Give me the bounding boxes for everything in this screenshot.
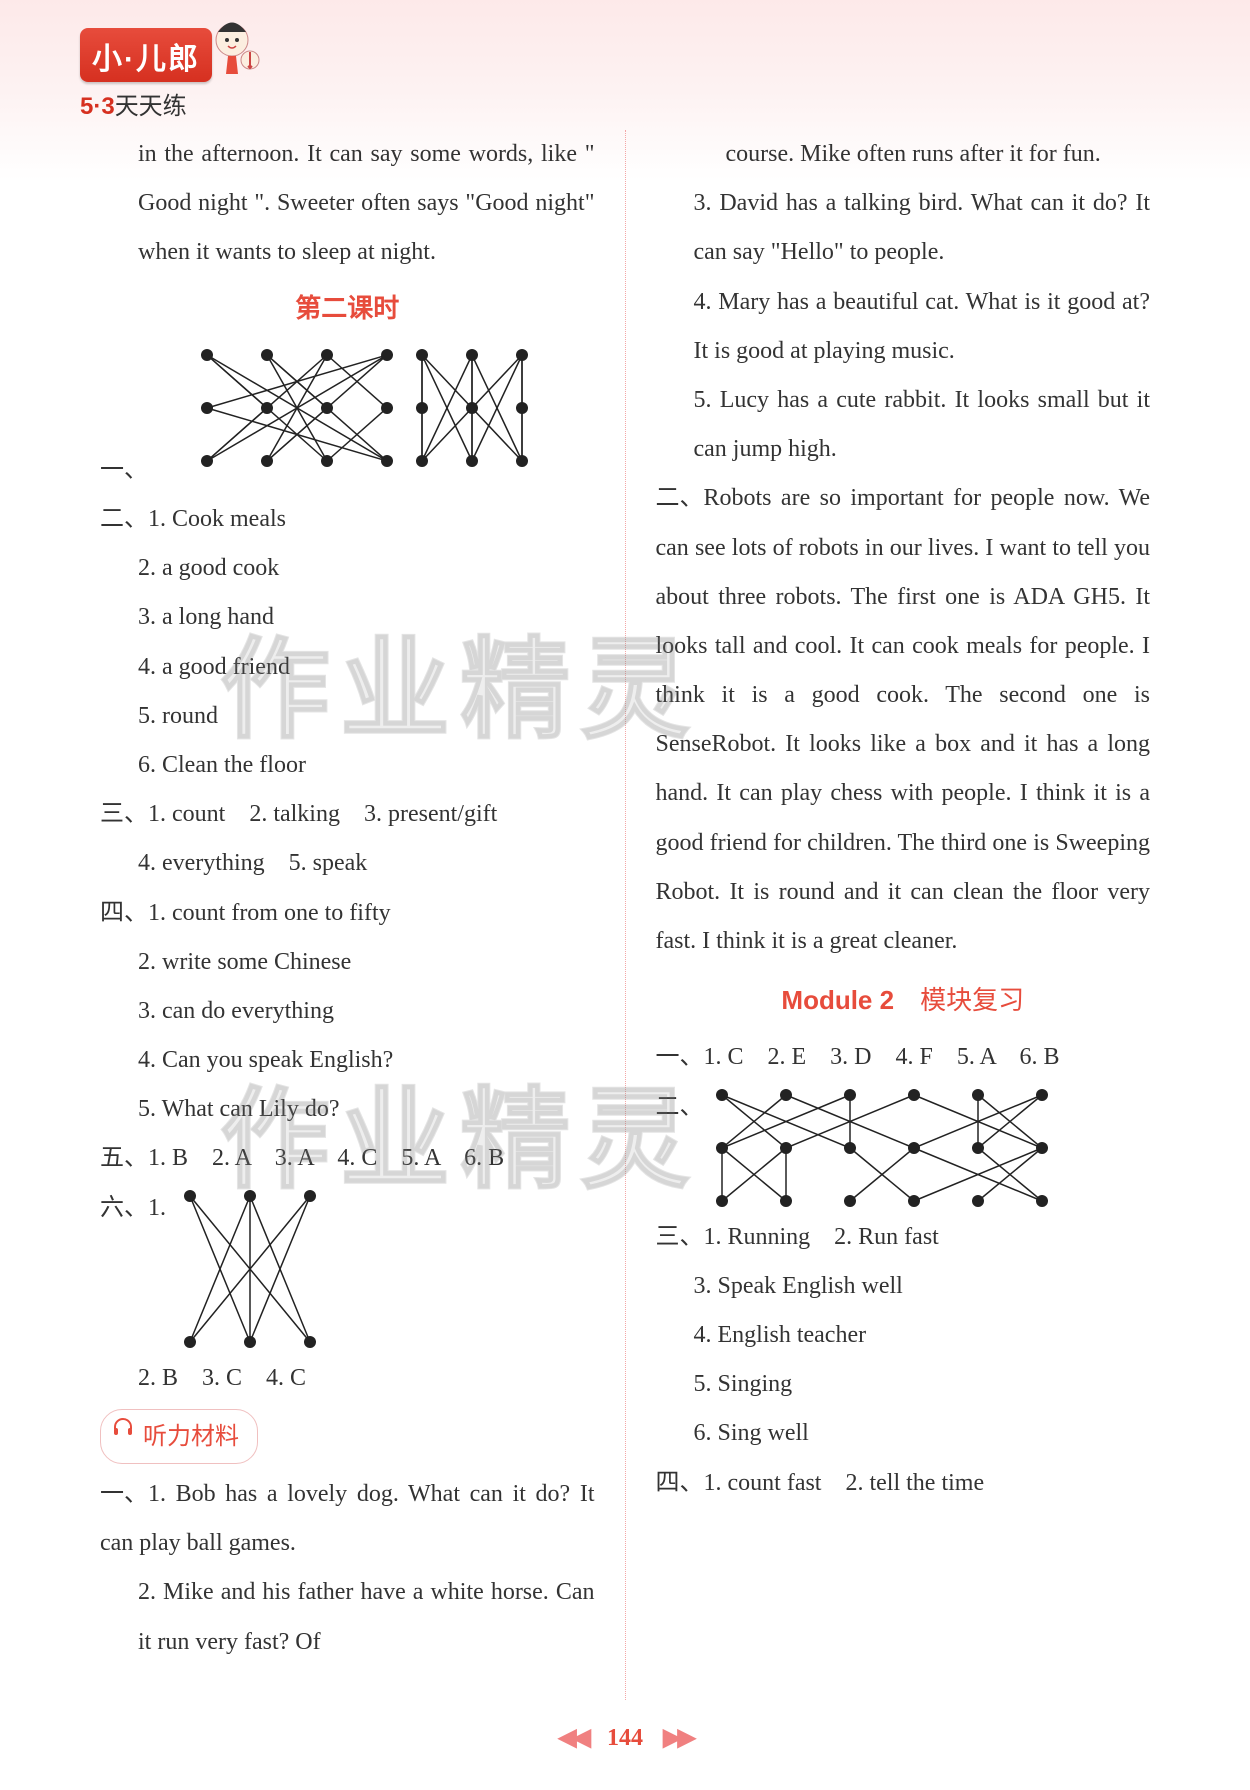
listen-item: 4. Mary has a beautiful cat. What is it … [656, 278, 1151, 376]
m-sec3-label: 三、 [656, 1213, 704, 1262]
sec4-item: 4. Can you speak English? [100, 1036, 595, 1085]
sec5-label: 五、 [100, 1134, 148, 1183]
left-column: in the afternoon. It can say some words,… [100, 130, 595, 1700]
section-2: 二、1. Cook meals 2. a good cook 3. a long… [100, 495, 595, 790]
module-sec2: 二、 [656, 1083, 1151, 1213]
listening-section-1: 一、1. Bob has a lovely dog. What can it d… [100, 1470, 595, 1667]
sec4-item: 2. write some Chinese [100, 938, 595, 987]
m-sec4-line: 1. count fast 2. tell the time [704, 1470, 985, 1496]
listen-cont: course. Mike often runs after it for fun… [656, 130, 1151, 179]
sec4-item: 1. count from one to fifty [148, 900, 391, 926]
sec2-item: 1. Cook meals [148, 506, 286, 532]
listen-item: 3. David has a talking bird. What can it… [656, 179, 1151, 277]
footer-arrow-left-icon: ◀◀ [558, 1725, 587, 1751]
sec3-label: 三、 [100, 790, 148, 839]
sec4-item: 3. can do everything [100, 987, 595, 1036]
sec2-item: 4. a good friend [100, 643, 595, 692]
column-divider [625, 130, 626, 1700]
headphone-icon [111, 1415, 135, 1439]
logo-sub-b: 天天练 [115, 93, 187, 120]
brand-logo: 小·儿郎 5·3天天练 [80, 28, 212, 121]
sec2-item: 5. round [100, 692, 595, 741]
sec5-line: 1. B 2. A 3. A 4. C 5. A 6. B [148, 1145, 504, 1171]
sec2-item: 3. a long hand [100, 593, 595, 642]
m-sec3-item: 4. English teacher [656, 1311, 1151, 1360]
m-sec3-item: 1. Running 2. Run fast [704, 1224, 939, 1250]
logo-main: 小·儿郎 [80, 28, 212, 82]
m-sec1-label: 一、 [656, 1033, 704, 1082]
module-sec3: 三、1. Running 2. Run fast 3. Speak Englis… [656, 1213, 1151, 1459]
listen-item: 1. Bob has a lovely dog. What can it do?… [100, 1481, 595, 1556]
sec3-line: 4. everything 5. speak [100, 839, 595, 888]
listen-sec-label: 一、 [100, 1470, 148, 1519]
listening-heading: 听力材料 [100, 1409, 258, 1464]
module-title-b: 模块复习 [894, 985, 1024, 1015]
module-sec4: 四、1. count fast 2. tell the time [656, 1459, 1151, 1508]
m-sec4-label: 四、 [656, 1459, 704, 1508]
matching-diagram-1 [192, 343, 532, 473]
section-6: 六、 1. 2. B 3. C 4. C [100, 1184, 595, 1403]
sec6-label: 六、 [100, 1184, 148, 1233]
footer-arrow-right-icon: ▶▶ [663, 1725, 692, 1751]
m-sec3-item: 6. Sing well [656, 1409, 1151, 1458]
m-sec2-label: 二、 [656, 1083, 704, 1132]
module-title: Module 2 模块复习 [656, 974, 1151, 1027]
content-area: in the afternoon. It can say some words,… [100, 130, 1150, 1700]
section-1-row: 一、 [100, 339, 595, 495]
sec1-label: 一、 [100, 446, 148, 495]
page-footer: ◀◀ 144 ▶▶ [0, 1723, 1250, 1752]
section-4: 四、1. count from one to fifty 2. write so… [100, 889, 595, 1135]
m-sec1-line: 1. C 2. E 3. D 4. F 5. A 6. B [704, 1044, 1060, 1070]
listen-item: 5. Lucy has a cute rabbit. It looks smal… [656, 376, 1151, 474]
sec4-label: 四、 [100, 889, 148, 938]
sec2-item: 2. a good cook [100, 544, 595, 593]
page-number: 144 [607, 1725, 643, 1751]
left-intro: in the afternoon. It can say some words,… [100, 130, 595, 278]
lesson-title: 第二课时 [100, 282, 595, 335]
listening-label-text: 听力材料 [143, 1423, 239, 1450]
logo-sub: 5·3天天练 [80, 86, 212, 121]
sec6-prefix: 1. [148, 1184, 166, 1233]
matching-diagram-2 [172, 1184, 352, 1354]
logo-sub-a: 5·3 [80, 93, 115, 120]
module-title-a: Module 2 [781, 985, 894, 1015]
sec2-item: 6. Clean the floor [100, 741, 595, 790]
matching-diagram-3 [704, 1083, 1064, 1213]
section-3: 三、1. count 2. talking 3. present/gift 4.… [100, 790, 595, 888]
sec3-line: 1. count 2. talking 3. present/gift [148, 801, 497, 827]
sec2-label: 二、 [100, 495, 148, 544]
mascot-icon [208, 18, 264, 89]
listen-item: 2. Mike and his father have a white hors… [100, 1568, 595, 1666]
m-sec3-item: 5. Singing [656, 1360, 1151, 1409]
listening-section-2: 二、Robots are so important for people now… [656, 474, 1151, 966]
m-sec3-item: 3. Speak English well [656, 1262, 1151, 1311]
r-para2: Robots are so important for people now. … [656, 485, 1151, 954]
sec4-item: 5. What can Lily do? [100, 1085, 595, 1134]
module-sec1: 一、1. C 2. E 3. D 4. F 5. A 6. B [656, 1033, 1151, 1082]
r-sec2-label: 二、 [656, 474, 704, 523]
right-column: course. Mike often runs after it for fun… [656, 130, 1151, 1700]
section-5: 五、1. B 2. A 3. A 4. C 5. A 6. B [100, 1134, 595, 1183]
sec6-line2: 2. B 3. C 4. C [100, 1354, 595, 1403]
